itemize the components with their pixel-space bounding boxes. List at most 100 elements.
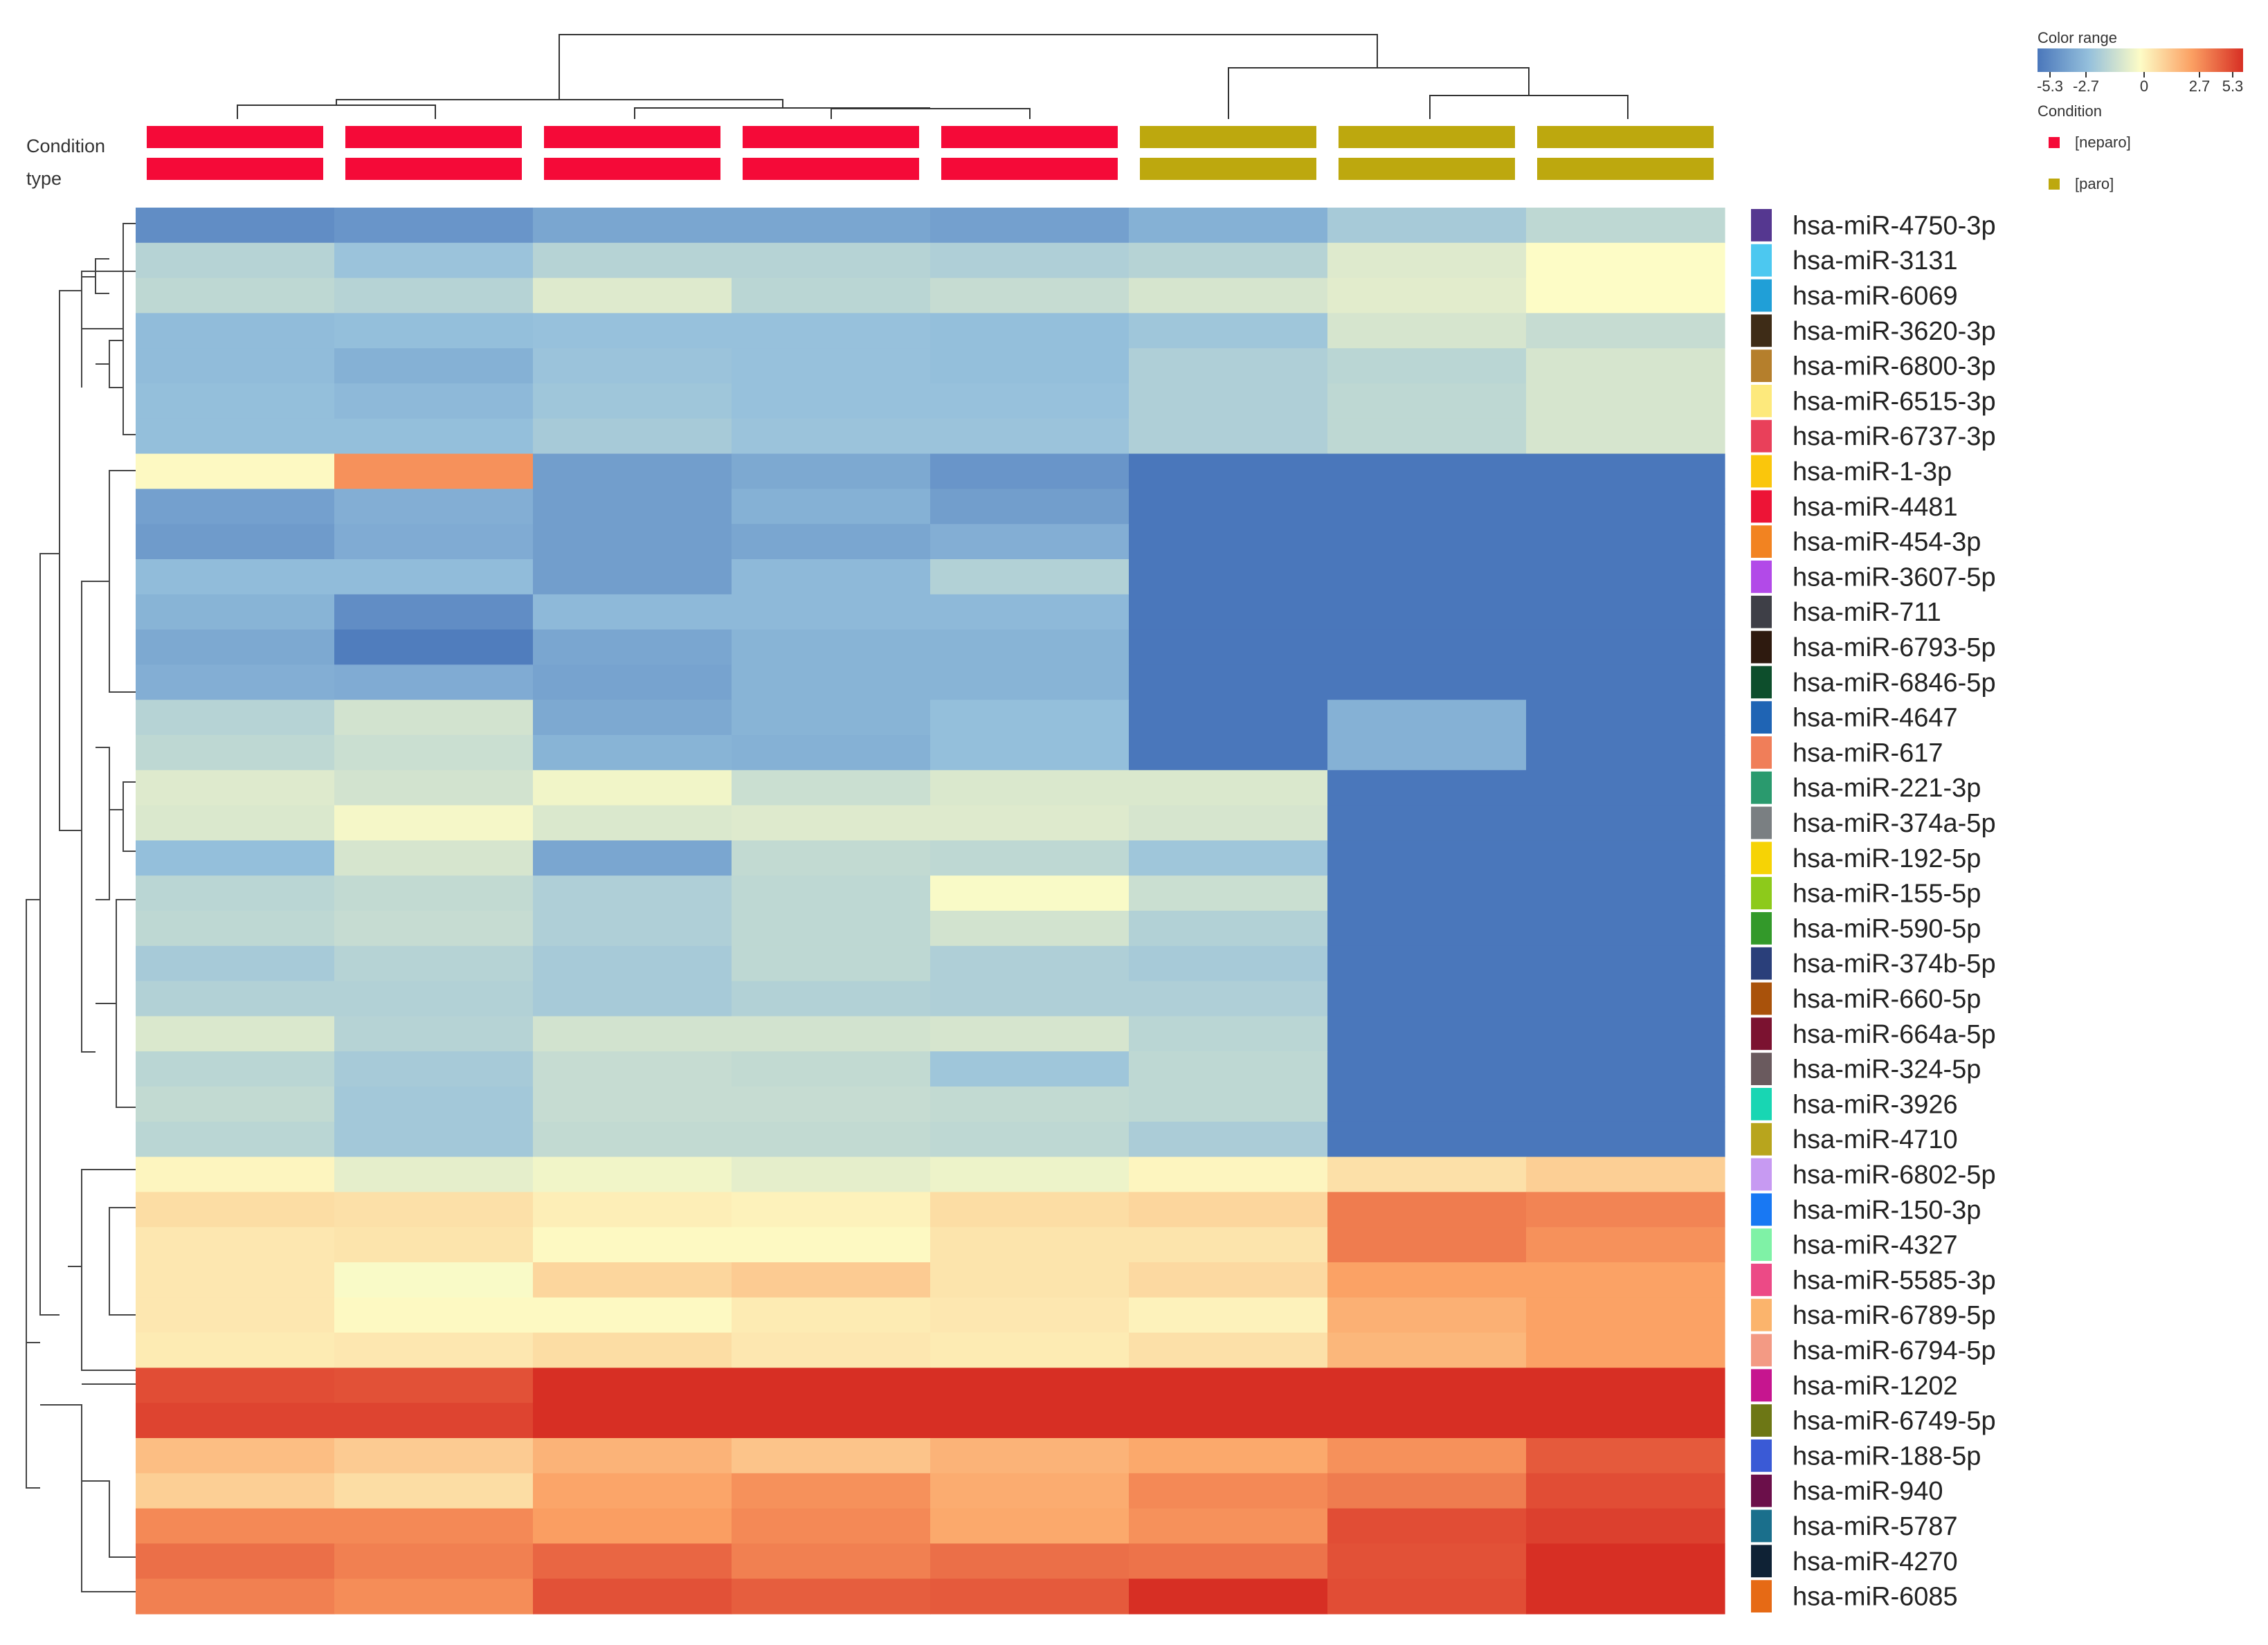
row-color-swatch	[1751, 736, 1772, 769]
heatmap-cell	[1327, 348, 1527, 384]
row-label: hsa-miR-6749-5p	[1793, 1407, 1996, 1436]
row-color-swatch	[1751, 1545, 1772, 1578]
heatmap-cell	[1526, 805, 1725, 841]
heatmap-cell	[1129, 1403, 1328, 1439]
heatmap-cell	[334, 1297, 534, 1334]
annotation-bar-paro	[1339, 126, 1515, 148]
heatmap-cell	[1327, 1473, 1527, 1509]
heatmap-cell	[732, 1543, 931, 1579]
heatmap-cell	[136, 629, 335, 665]
row-label: hsa-miR-1202	[1793, 1372, 1958, 1401]
heatmap-cell	[930, 1051, 1130, 1087]
row-color-swatch	[1751, 314, 1772, 347]
heatmap-cell	[1526, 1192, 1725, 1228]
heatmap-cell	[1129, 629, 1328, 665]
heatmap-cell	[136, 664, 335, 700]
heatmap-cell	[1327, 208, 1527, 244]
row-color-swatch	[1751, 630, 1772, 664]
heatmap-cell	[136, 1332, 335, 1368]
row-label: hsa-miR-660-5p	[1793, 985, 1981, 1014]
heatmap-cell	[136, 208, 335, 244]
heatmap-cell	[930, 664, 1130, 700]
heatmap-cell	[1129, 1051, 1328, 1087]
heatmap-cell	[1327, 805, 1527, 841]
row-label: hsa-miR-188-5p	[1793, 1442, 1981, 1471]
heatmap-cell	[533, 1367, 732, 1403]
row-label: hsa-miR-1-3p	[1793, 457, 1952, 487]
heatmap-cell	[533, 313, 732, 349]
heatmap-cell	[930, 383, 1130, 419]
heatmap-cell	[1129, 770, 1328, 806]
heatmap-cell	[1526, 278, 1725, 313]
col-dendro-branch	[336, 99, 783, 105]
heatmap-cell	[930, 1262, 1130, 1298]
heatmap-cell	[732, 664, 931, 700]
heatmap-cell	[533, 1192, 732, 1228]
heatmap-cell	[1327, 1438, 1527, 1474]
heatmap-cell	[930, 489, 1130, 525]
heatmap-cell	[136, 278, 335, 313]
row-color-swatch	[1751, 771, 1772, 804]
row-label: hsa-miR-711	[1793, 598, 1941, 627]
heatmap-cell	[136, 1192, 335, 1228]
heatmap-cell	[732, 383, 931, 419]
heatmap-cell	[1526, 1438, 1725, 1474]
heatmap-cell	[334, 208, 534, 244]
row-label: hsa-miR-6085	[1793, 1583, 1958, 1612]
heatmap-cell	[1327, 664, 1527, 700]
heatmap-cell	[1526, 1087, 1725, 1123]
heatmap-cell	[930, 594, 1130, 630]
heatmap-cell	[1526, 1579, 1725, 1615]
annotation-bar-neparo	[941, 126, 1118, 148]
heatmap-cell	[1129, 348, 1328, 384]
heatmap-cell	[1327, 559, 1527, 595]
paro-swatch	[2049, 179, 2060, 190]
row-color-swatch	[1751, 1369, 1772, 1402]
heatmap-cell	[533, 1508, 732, 1544]
annotation-label-condition: Condition	[26, 136, 105, 156]
heatmap-cell	[1327, 313, 1527, 349]
heatmap-cell	[533, 1121, 732, 1158]
heatmap-cell	[136, 1227, 335, 1263]
row-color-swatch	[1751, 1017, 1772, 1051]
heatmap-cell	[930, 875, 1130, 911]
heatmap-cell	[930, 524, 1130, 560]
heatmap-cell	[1526, 700, 1725, 736]
column-dendrogram	[237, 34, 1629, 119]
color-range-legend: Color range -5.3 -2.7 0 2.7 5.3 Condition [n…	[2037, 29, 2243, 192]
heatmap-cell	[1526, 840, 1725, 876]
annotation-bar-neparo	[544, 158, 720, 180]
heatmap-cell	[1327, 1297, 1527, 1334]
heatmap-cell	[533, 1473, 732, 1509]
heatmap-cell	[136, 383, 335, 419]
heatmap-cell	[732, 840, 931, 876]
heatmap-cell	[334, 700, 534, 736]
heatmap-cell	[1526, 383, 1725, 419]
row-label: hsa-miR-155-5p	[1793, 880, 1981, 909]
heatmap-cell	[1129, 1192, 1328, 1228]
heatmap-cell	[1129, 524, 1328, 560]
heatmap-cell	[1327, 1508, 1527, 1544]
heatmap-cell	[1526, 1227, 1725, 1263]
row-color-swatch	[1751, 349, 1772, 382]
row-color-swatch	[1751, 666, 1772, 699]
heatmap-cell	[732, 524, 931, 560]
heatmap-cell	[1129, 1543, 1328, 1579]
heatmap-cell	[334, 524, 534, 560]
heatmap-cell	[732, 1156, 931, 1192]
heatmap-cell	[334, 664, 534, 700]
heatmap-cell	[533, 911, 732, 947]
row-label: hsa-miR-6794-5p	[1793, 1336, 1996, 1365]
row-label: hsa-miR-3926	[1793, 1090, 1958, 1119]
heatmap-cell	[533, 1403, 732, 1439]
heatmap-cell	[334, 1543, 534, 1579]
color-range-tick-label: 2.7	[2189, 78, 2211, 95]
heatmap-cell	[533, 559, 732, 595]
heatmap-cell	[732, 559, 931, 595]
heatmap-cell	[334, 1403, 534, 1439]
heatmap-cell	[732, 770, 931, 806]
heatmap-cell	[1129, 911, 1328, 947]
heatmap-cell	[1526, 770, 1725, 806]
heatmap-cell	[136, 1543, 335, 1579]
